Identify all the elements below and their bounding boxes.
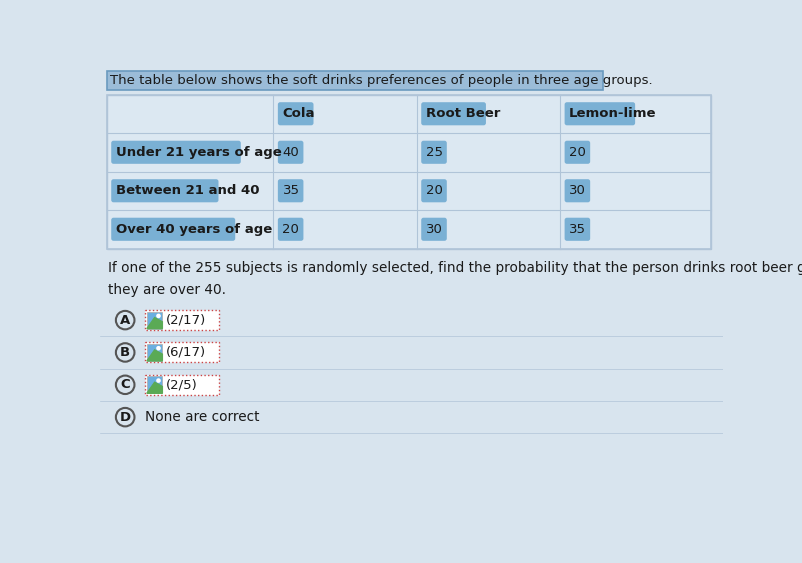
- Text: 35: 35: [569, 223, 585, 236]
- Text: 30: 30: [569, 184, 585, 197]
- FancyBboxPatch shape: [147, 344, 162, 361]
- FancyBboxPatch shape: [111, 179, 218, 202]
- FancyBboxPatch shape: [277, 141, 303, 164]
- Text: If one of the 255 subjects is randomly selected, find the probability that the p: If one of the 255 subjects is randomly s…: [108, 261, 802, 297]
- FancyBboxPatch shape: [145, 342, 219, 363]
- Text: Under 21 years of age: Under 21 years of age: [115, 146, 282, 159]
- FancyBboxPatch shape: [277, 102, 313, 126]
- Circle shape: [115, 376, 134, 394]
- Text: 30: 30: [425, 223, 442, 236]
- FancyBboxPatch shape: [147, 376, 162, 394]
- FancyBboxPatch shape: [145, 375, 219, 395]
- Text: C: C: [120, 378, 130, 391]
- Text: 40: 40: [282, 146, 299, 159]
- FancyBboxPatch shape: [107, 72, 602, 90]
- FancyBboxPatch shape: [564, 141, 589, 164]
- Polygon shape: [147, 350, 162, 361]
- Text: (2/5): (2/5): [166, 378, 198, 391]
- Circle shape: [115, 311, 134, 329]
- FancyBboxPatch shape: [111, 141, 241, 164]
- Circle shape: [115, 408, 134, 426]
- Polygon shape: [147, 318, 162, 329]
- Text: A: A: [120, 314, 130, 327]
- Text: 20: 20: [282, 223, 299, 236]
- Circle shape: [156, 378, 160, 383]
- Text: Root Beer: Root Beer: [425, 108, 500, 120]
- Circle shape: [156, 346, 160, 351]
- FancyBboxPatch shape: [421, 102, 485, 126]
- Text: 25: 25: [425, 146, 443, 159]
- Text: B: B: [120, 346, 130, 359]
- FancyBboxPatch shape: [421, 179, 446, 202]
- Text: None are correct: None are correct: [145, 410, 260, 424]
- Text: The table below shows the soft drinks preferences of people in three age groups.: The table below shows the soft drinks pr…: [111, 74, 652, 87]
- FancyBboxPatch shape: [100, 304, 722, 336]
- FancyBboxPatch shape: [421, 141, 446, 164]
- Polygon shape: [147, 382, 162, 394]
- Circle shape: [115, 343, 134, 361]
- FancyBboxPatch shape: [564, 102, 634, 126]
- FancyBboxPatch shape: [100, 336, 722, 369]
- FancyBboxPatch shape: [111, 218, 235, 241]
- FancyBboxPatch shape: [100, 401, 722, 434]
- FancyBboxPatch shape: [147, 312, 162, 329]
- FancyBboxPatch shape: [145, 310, 219, 330]
- FancyBboxPatch shape: [421, 218, 446, 241]
- FancyBboxPatch shape: [277, 218, 303, 241]
- FancyBboxPatch shape: [107, 95, 711, 248]
- Circle shape: [156, 314, 160, 318]
- Text: Lemon-lime: Lemon-lime: [569, 108, 656, 120]
- Text: (6/17): (6/17): [166, 346, 206, 359]
- FancyBboxPatch shape: [564, 218, 589, 241]
- Text: D: D: [119, 410, 131, 423]
- Text: Cola: Cola: [282, 108, 314, 120]
- Text: Over 40 years of age: Over 40 years of age: [115, 223, 272, 236]
- FancyBboxPatch shape: [100, 369, 722, 401]
- Text: 20: 20: [569, 146, 585, 159]
- Text: 35: 35: [282, 184, 299, 197]
- Text: 20: 20: [425, 184, 442, 197]
- FancyBboxPatch shape: [564, 179, 589, 202]
- Text: Between 21 and 40: Between 21 and 40: [115, 184, 259, 197]
- Text: (2/17): (2/17): [166, 314, 206, 327]
- FancyBboxPatch shape: [277, 179, 303, 202]
